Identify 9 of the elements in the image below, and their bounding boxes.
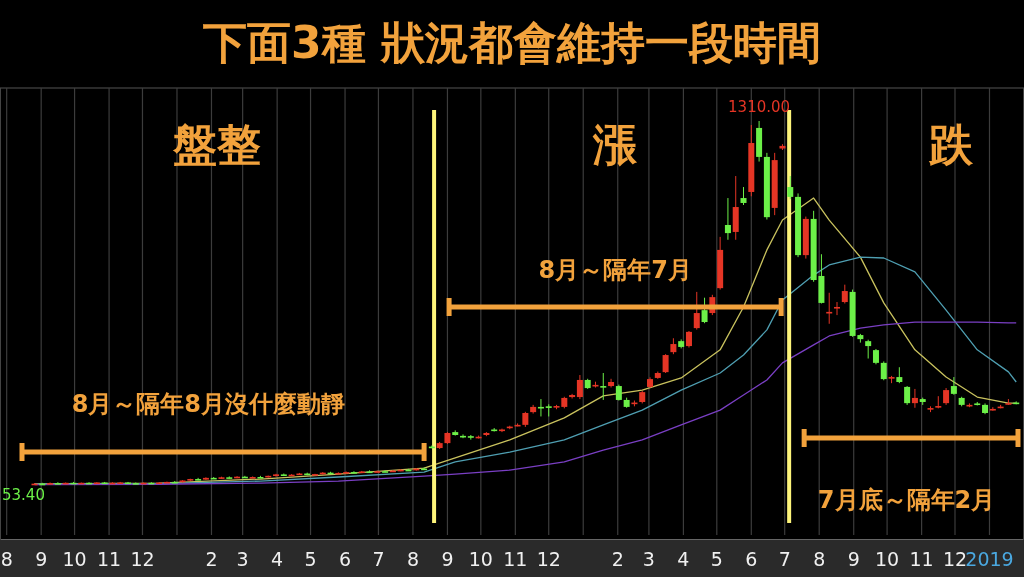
annotation: 跌 bbox=[929, 119, 974, 170]
annotation: 8月～隔年8月沒什麼動靜 bbox=[71, 390, 346, 418]
annotation: 漲 bbox=[593, 119, 638, 170]
annotation: 盤整 bbox=[173, 119, 262, 170]
annotation: 53.40 bbox=[2, 486, 45, 504]
annotation: 7月底～隔年2月 bbox=[817, 486, 996, 514]
annotation: 1310.00 bbox=[728, 98, 791, 116]
annotation: 8月～隔年7月 bbox=[538, 256, 692, 284]
title: 下面3種 狀況都會維持一段時間 bbox=[203, 17, 821, 68]
